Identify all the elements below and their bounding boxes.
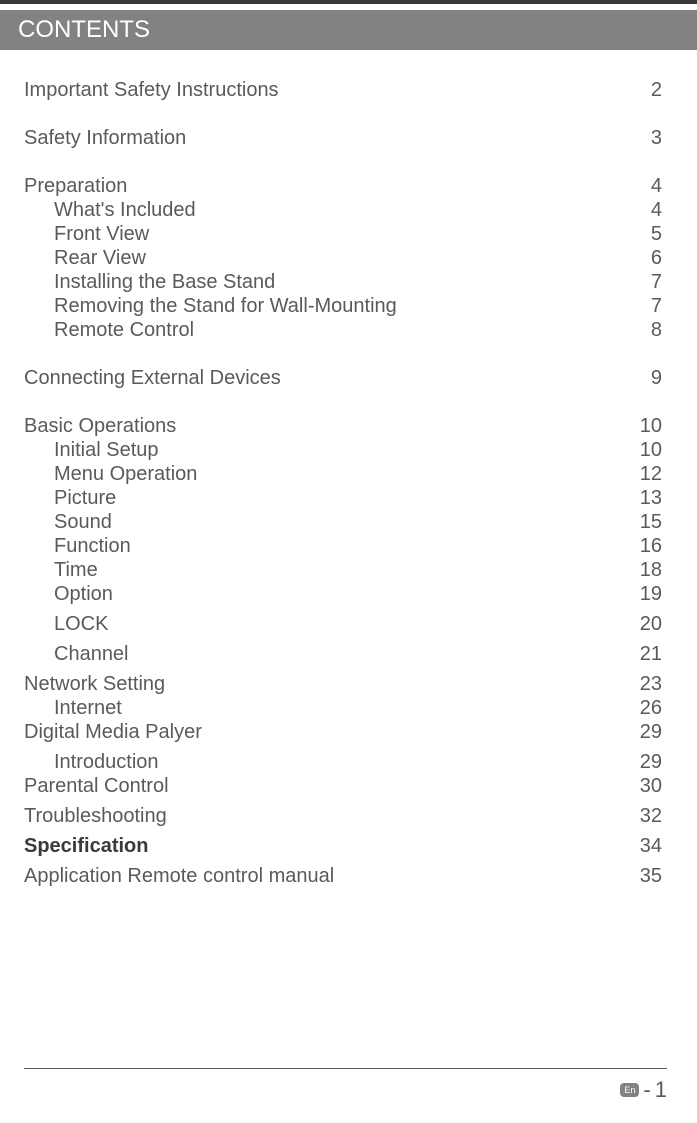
footer-content: En - 1: [24, 1077, 667, 1103]
toc-title: LOCK: [54, 614, 108, 634]
toc-page: 3: [651, 128, 662, 148]
toc-page: 8: [651, 320, 662, 340]
toc-page: 19: [640, 584, 662, 604]
toc-title: Front View: [54, 224, 149, 244]
toc-row: Front View 5: [54, 224, 662, 244]
toc-row: What's Included 4: [54, 200, 662, 220]
toc-page: 29: [640, 752, 662, 772]
toc-row: Connecting External Devices 9: [24, 368, 662, 388]
toc-row: Removing the Stand for Wall-Mounting 7: [54, 296, 662, 316]
toc-title: Menu Operation: [54, 464, 197, 484]
toc-row: LOCK 20: [54, 614, 662, 634]
toc-page: 26: [640, 698, 662, 718]
header-title: CONTENTS: [18, 16, 150, 43]
toc-row: Function 16: [54, 536, 662, 556]
toc-title: Application Remote control manual: [24, 866, 334, 886]
toc-page: 20: [640, 614, 662, 634]
toc-page: 21: [640, 644, 662, 664]
toc-title: Basic Operations: [24, 416, 176, 436]
toc-page: 13: [640, 488, 662, 508]
toc-page: 32: [640, 806, 662, 826]
toc-title: Parental Control: [24, 776, 169, 796]
toc-page: 15: [640, 512, 662, 532]
toc-row: Introduction 29: [54, 752, 662, 772]
toc-title: Digital Media Palyer: [24, 722, 202, 742]
toc-page: 7: [651, 296, 662, 316]
toc-page: 6: [651, 248, 662, 268]
toc-title: Preparation: [24, 176, 127, 196]
footer: En - 1: [0, 1068, 697, 1103]
toc-page: 7: [651, 272, 662, 292]
toc-row: Initial Setup 10: [54, 440, 662, 460]
toc-row: Network Setting 23: [24, 674, 662, 694]
toc-row: Installing the Base Stand 7: [54, 272, 662, 292]
toc-title: Function: [54, 536, 131, 556]
toc-page: 18: [640, 560, 662, 580]
toc-row: Digital Media Palyer 29: [24, 722, 662, 742]
toc-title: Troubleshooting: [24, 806, 167, 826]
toc-row: Safety Information 3: [24, 128, 662, 148]
toc-row: Basic Operations 10: [24, 416, 662, 436]
toc-row: Channel 21: [54, 644, 662, 664]
toc-page: 35: [640, 866, 662, 886]
toc-content: Important Safety Instructions 2 Safety Inf…: [0, 50, 697, 886]
toc-row: Rear View 6: [54, 248, 662, 268]
toc-title: Internet: [54, 698, 122, 718]
toc-title: What's Included: [54, 200, 196, 220]
contents-header: CONTENTS: [0, 10, 697, 50]
toc-row: Option 19: [54, 584, 662, 604]
toc-page: 10: [640, 440, 662, 460]
toc-row: Picture 13: [54, 488, 662, 508]
toc-title: Removing the Stand for Wall-Mounting: [54, 296, 397, 316]
toc-title: Safety Information: [24, 128, 186, 148]
toc-page: 4: [651, 176, 662, 196]
toc-title: Rear View: [54, 248, 146, 268]
toc-page: 30: [640, 776, 662, 796]
toc-title: Option: [54, 584, 113, 604]
toc-row: Remote Control 8: [54, 320, 662, 340]
toc-row: Troubleshooting 32: [24, 806, 662, 826]
toc-row: Specification 34: [24, 836, 662, 856]
toc-row: Important Safety Instructions 2: [24, 80, 662, 100]
toc-row: Application Remote control manual 35: [24, 866, 662, 886]
footer-line: [24, 1068, 667, 1069]
toc-page: 29: [640, 722, 662, 742]
footer-dash: -: [643, 1077, 650, 1103]
toc-row: Time 18: [54, 560, 662, 580]
toc-row: Menu Operation 12: [54, 464, 662, 484]
toc-title: Sound: [54, 512, 112, 532]
toc-title: Connecting External Devices: [24, 368, 281, 388]
toc-title: Channel: [54, 644, 129, 664]
lang-badge: En: [620, 1083, 639, 1097]
toc-row: Parental Control 30: [24, 776, 662, 796]
toc-page: 9: [651, 368, 662, 388]
toc-page: 2: [651, 80, 662, 100]
toc-page: 16: [640, 536, 662, 556]
top-border: [0, 0, 697, 4]
toc-row: Preparation 4: [24, 176, 662, 196]
toc-page: 10: [640, 416, 662, 436]
toc-page: 12: [640, 464, 662, 484]
toc-title: Network Setting: [24, 674, 165, 694]
toc-page: 34: [640, 836, 662, 856]
toc-title: Picture: [54, 488, 116, 508]
toc-title: Remote Control: [54, 320, 194, 340]
toc-title: Introduction: [54, 752, 159, 772]
toc-row: Internet 26: [54, 698, 662, 718]
toc-title: Initial Setup: [54, 440, 159, 460]
footer-page: 1: [655, 1077, 667, 1103]
toc-page: 4: [651, 200, 662, 220]
toc-title: Important Safety Instructions: [24, 80, 279, 100]
toc-title: Time: [54, 560, 98, 580]
toc-page: 5: [651, 224, 662, 244]
toc-title: Installing the Base Stand: [54, 272, 275, 292]
toc-title: Specification: [24, 836, 148, 856]
toc-row: Sound 15: [54, 512, 662, 532]
toc-page: 23: [640, 674, 662, 694]
